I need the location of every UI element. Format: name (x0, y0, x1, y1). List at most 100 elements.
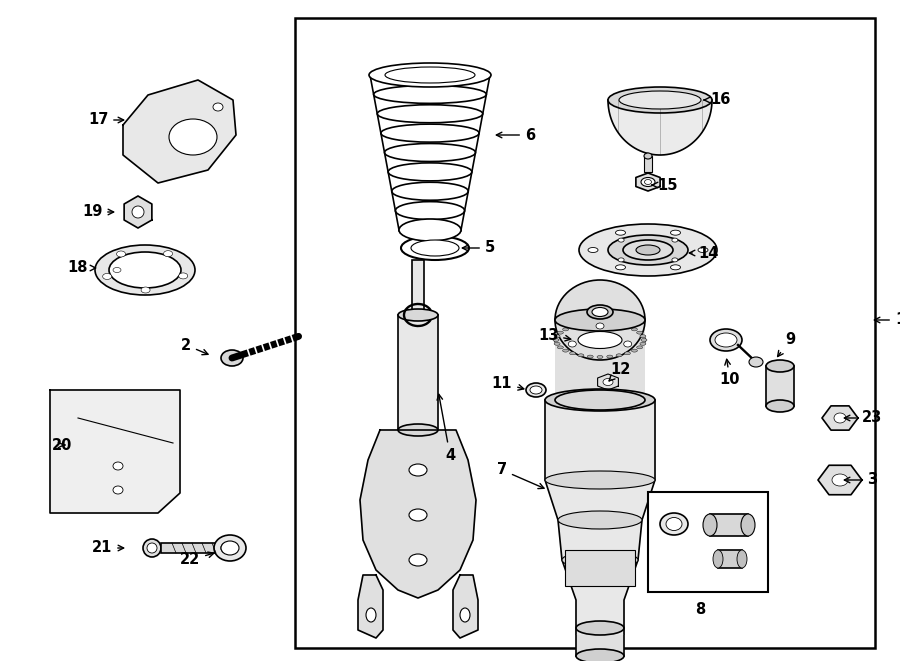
Ellipse shape (132, 206, 144, 218)
Ellipse shape (616, 265, 625, 270)
Text: 14: 14 (689, 245, 718, 260)
Ellipse shape (579, 224, 717, 276)
Ellipse shape (644, 180, 652, 184)
Ellipse shape (392, 182, 468, 200)
Ellipse shape (562, 349, 569, 352)
Bar (710, 514, 748, 536)
Ellipse shape (377, 104, 482, 123)
Text: 9: 9 (778, 332, 795, 356)
Ellipse shape (570, 325, 576, 329)
Ellipse shape (578, 354, 584, 357)
Ellipse shape (399, 221, 461, 239)
Ellipse shape (632, 349, 637, 352)
Ellipse shape (113, 268, 121, 272)
Ellipse shape (409, 509, 427, 521)
Ellipse shape (460, 608, 470, 622)
Ellipse shape (554, 342, 560, 345)
Text: 18: 18 (68, 260, 95, 276)
Ellipse shape (632, 328, 637, 331)
Polygon shape (545, 400, 655, 634)
Ellipse shape (710, 329, 742, 351)
Ellipse shape (545, 471, 655, 489)
Ellipse shape (366, 608, 376, 622)
Ellipse shape (558, 511, 642, 529)
Bar (766, 366, 794, 406)
Text: 11: 11 (491, 375, 524, 391)
Ellipse shape (213, 103, 223, 111)
Text: 20: 20 (52, 438, 72, 453)
Bar (412, 260, 424, 315)
Ellipse shape (670, 230, 680, 235)
Ellipse shape (834, 413, 846, 423)
Ellipse shape (625, 352, 630, 355)
Ellipse shape (737, 550, 747, 568)
Text: 16: 16 (704, 93, 730, 108)
Polygon shape (822, 406, 858, 430)
Ellipse shape (666, 518, 682, 531)
Text: 22: 22 (180, 552, 214, 568)
Ellipse shape (672, 258, 678, 262)
Ellipse shape (398, 309, 438, 321)
Ellipse shape (557, 346, 563, 349)
Ellipse shape (587, 355, 593, 358)
Polygon shape (636, 173, 660, 191)
Ellipse shape (411, 240, 459, 256)
Text: 21: 21 (92, 541, 123, 555)
Ellipse shape (369, 63, 491, 87)
Bar (295, 18, 875, 648)
Ellipse shape (557, 331, 563, 334)
Ellipse shape (555, 323, 645, 357)
Ellipse shape (587, 322, 593, 325)
Text: 12: 12 (609, 362, 630, 381)
Ellipse shape (555, 390, 645, 410)
Ellipse shape (370, 66, 490, 84)
Polygon shape (358, 575, 383, 638)
Ellipse shape (641, 338, 647, 342)
Ellipse shape (576, 649, 624, 661)
Ellipse shape (703, 514, 717, 536)
Ellipse shape (596, 323, 604, 329)
Bar (555, 320, 645, 400)
Ellipse shape (385, 67, 475, 83)
Ellipse shape (616, 323, 622, 326)
Ellipse shape (741, 514, 755, 536)
Ellipse shape (660, 513, 688, 535)
Ellipse shape (116, 251, 125, 257)
Bar (565, 550, 635, 586)
Text: 6: 6 (496, 128, 536, 143)
Polygon shape (818, 465, 862, 494)
Ellipse shape (607, 322, 613, 325)
Polygon shape (453, 575, 478, 638)
Text: 19: 19 (82, 204, 113, 219)
Ellipse shape (147, 543, 157, 553)
Bar (648, 492, 768, 592)
Text: 5: 5 (463, 241, 495, 256)
Ellipse shape (715, 333, 737, 347)
Ellipse shape (109, 252, 181, 288)
Ellipse shape (381, 124, 479, 142)
Ellipse shape (570, 352, 576, 355)
Ellipse shape (636, 346, 643, 349)
Ellipse shape (623, 240, 673, 260)
Bar (718, 550, 742, 568)
Ellipse shape (587, 305, 613, 319)
Ellipse shape (409, 464, 427, 476)
Ellipse shape (636, 245, 660, 255)
Ellipse shape (113, 486, 123, 494)
Ellipse shape (640, 342, 646, 345)
Ellipse shape (565, 327, 635, 353)
Ellipse shape (384, 143, 475, 161)
Ellipse shape (607, 355, 613, 358)
Ellipse shape (588, 247, 598, 253)
Ellipse shape (179, 273, 188, 279)
Polygon shape (608, 100, 712, 155)
Ellipse shape (221, 543, 231, 553)
Ellipse shape (398, 424, 438, 436)
Ellipse shape (832, 474, 848, 486)
Ellipse shape (395, 202, 464, 219)
Ellipse shape (578, 323, 584, 326)
Ellipse shape (670, 265, 680, 270)
Ellipse shape (603, 379, 613, 385)
Ellipse shape (636, 331, 643, 334)
Ellipse shape (749, 357, 763, 367)
